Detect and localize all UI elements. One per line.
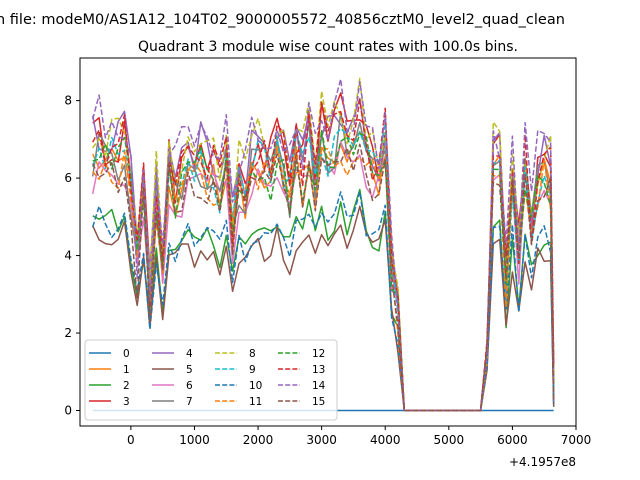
- y-tick-label: 4: [64, 249, 72, 263]
- y-tick-label: 0: [64, 404, 72, 418]
- legend-label: 14: [312, 380, 326, 392]
- series-line-10: [91, 190, 555, 412]
- x-axis: 0 1000 2000 3000 4000 5000 6000 7000: [127, 426, 591, 447]
- legend-label: 6: [186, 380, 193, 392]
- y-tick-label: 2: [64, 326, 72, 340]
- x-offset-label: +4.1957e8: [509, 455, 576, 469]
- legend-label: 15: [312, 396, 325, 408]
- legend-label: 10: [249, 380, 262, 392]
- legend-label: 1: [123, 364, 130, 376]
- legend-label: 3: [123, 396, 130, 408]
- legend-label: 11: [249, 396, 262, 408]
- x-tick-label: 6000: [497, 433, 528, 447]
- x-tick-label: 3000: [306, 433, 337, 447]
- y-tick-label: 8: [64, 94, 72, 108]
- y-tick-label: 6: [64, 171, 72, 185]
- y-axis: 0 2 4 6 8: [64, 94, 80, 418]
- legend-label: 12: [312, 348, 325, 360]
- series-line-14: [91, 78, 555, 412]
- x-tick-label: 1000: [179, 433, 210, 447]
- x-tick-label: 5000: [434, 433, 465, 447]
- legend-label: 8: [249, 348, 256, 360]
- legend-label: 9: [249, 364, 256, 376]
- legend-label: 7: [186, 396, 193, 408]
- x-tick-label: 2000: [243, 433, 274, 447]
- x-tick-label: 7000: [561, 433, 592, 447]
- plot-frame: [79, 57, 577, 427]
- suptitle: n file: modeM0/AS1A12_104T02_9000005572_…: [0, 12, 565, 28]
- legend-label: 5: [186, 364, 193, 376]
- x-tick-label: 0: [127, 433, 135, 447]
- series-layer: [91, 77, 555, 412]
- legend-label: 2: [123, 380, 130, 392]
- chart-title: Quadrant 3 module wise count rates with …: [138, 39, 518, 55]
- legend-label: 0: [123, 348, 130, 360]
- x-tick-label: 4000: [370, 433, 401, 447]
- legend-frame: [84, 339, 338, 421]
- series-line-15: [92, 143, 555, 412]
- legend-label: 13: [312, 364, 325, 376]
- legend-label: 4: [186, 348, 193, 360]
